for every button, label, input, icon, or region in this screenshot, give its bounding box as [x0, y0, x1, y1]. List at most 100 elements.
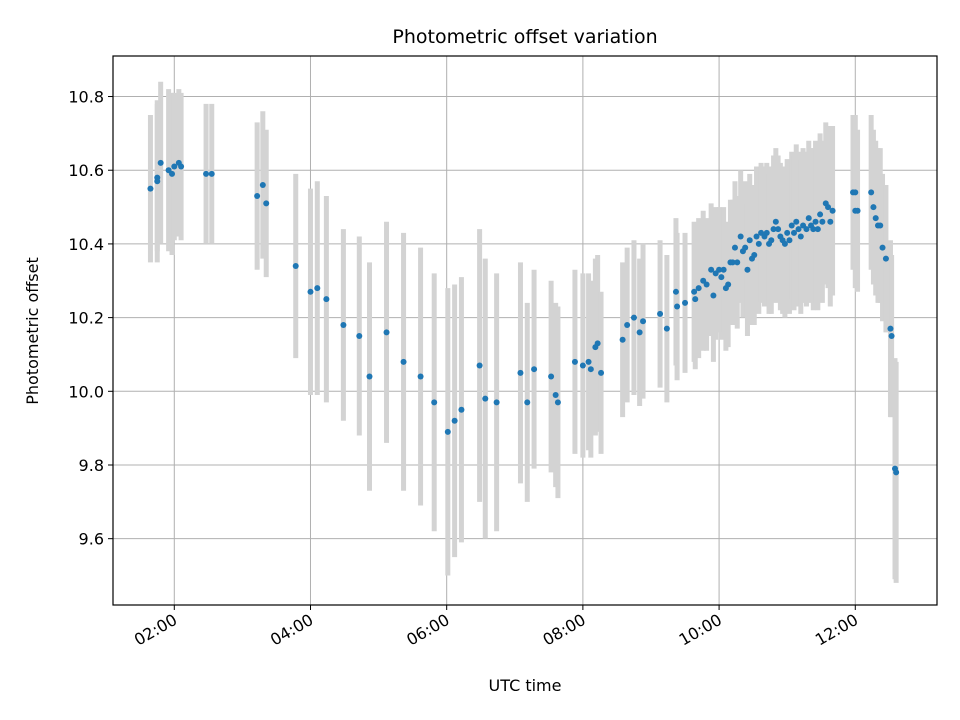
data-point — [587, 366, 594, 373]
data-point — [147, 185, 154, 192]
data-point — [827, 218, 834, 225]
y-tick-label: 9.8 — [79, 456, 104, 475]
data-point — [854, 207, 861, 214]
data-point — [753, 233, 760, 240]
data-point — [763, 229, 770, 236]
data-point — [788, 222, 795, 229]
data-point — [805, 215, 812, 222]
chart-title: Photometric offset variation — [392, 26, 657, 48]
data-point — [366, 373, 373, 380]
data-point — [383, 329, 390, 336]
data-point — [531, 366, 538, 373]
data-point — [154, 178, 161, 185]
data-point — [692, 296, 699, 303]
data-point — [742, 244, 749, 251]
data-point — [171, 163, 178, 170]
data-point — [737, 233, 744, 240]
data-point — [524, 399, 531, 406]
data-point — [263, 200, 270, 207]
data-point — [797, 233, 804, 240]
data-point — [775, 226, 782, 233]
data-point — [636, 329, 643, 336]
data-point — [691, 288, 698, 295]
data-point — [554, 399, 561, 406]
data-point — [314, 285, 321, 292]
data-point — [548, 373, 555, 380]
data-point — [579, 362, 586, 369]
y-axis-ticks: 9.6 9.8 10.0 10.2 10.4 10.6 10.8 — [68, 88, 113, 549]
data-point — [552, 391, 559, 398]
data-point — [340, 321, 347, 328]
data-point — [819, 218, 826, 225]
data-point — [731, 244, 738, 251]
data-point — [323, 296, 330, 303]
data-point — [178, 163, 185, 170]
data-point — [768, 237, 775, 244]
data-point — [755, 240, 762, 247]
data-point — [203, 170, 210, 177]
y-tick-label: 9.6 — [79, 530, 104, 549]
data-point — [157, 159, 164, 166]
data-point — [887, 325, 894, 332]
data-point — [716, 266, 723, 273]
data-point — [476, 362, 483, 369]
data-point — [852, 189, 859, 196]
data-point — [292, 263, 299, 270]
data-point — [795, 226, 802, 233]
data-point — [169, 170, 176, 177]
data-point — [772, 218, 779, 225]
data-point — [710, 292, 717, 299]
data-point — [400, 358, 407, 365]
data-point — [781, 240, 788, 247]
data-point — [793, 218, 800, 225]
data-point — [734, 259, 741, 266]
x-axis-label: UTC time — [489, 676, 562, 695]
data-point — [870, 204, 877, 211]
data-point — [259, 181, 266, 188]
data-point — [458, 406, 465, 413]
data-point — [663, 325, 670, 332]
data-point — [594, 340, 601, 347]
y-tick-label: 10.2 — [68, 309, 104, 328]
data-point — [672, 288, 679, 295]
data-point — [812, 218, 819, 225]
data-point — [829, 207, 836, 214]
data-point — [810, 226, 817, 233]
data-point — [814, 226, 821, 233]
data-point — [356, 333, 363, 340]
data-point — [868, 189, 875, 196]
data-point — [493, 399, 500, 406]
data-point — [770, 226, 777, 233]
data-point — [640, 318, 647, 325]
y-axis-label: Photometric offset — [23, 257, 42, 405]
data-point — [803, 226, 810, 233]
y-tick-label: 10.6 — [68, 161, 104, 180]
data-point — [657, 310, 664, 317]
data-point — [585, 358, 592, 365]
data-point — [872, 215, 879, 222]
data-point — [893, 469, 900, 476]
data-point — [598, 369, 605, 376]
data-point — [877, 222, 884, 229]
data-point — [720, 266, 727, 273]
y-tick-label: 10.0 — [68, 382, 104, 401]
plot-frame — [112, 55, 938, 606]
data-point — [825, 204, 832, 211]
data-point — [431, 399, 438, 406]
data-point — [254, 193, 261, 200]
data-point — [517, 369, 524, 376]
data-point — [417, 373, 424, 380]
data-point — [751, 251, 758, 258]
data-point — [784, 229, 791, 236]
point-layer — [147, 159, 900, 476]
data-point — [307, 288, 314, 295]
data-point — [718, 274, 725, 281]
data-point — [708, 266, 715, 273]
data-point — [619, 336, 626, 343]
data-point — [482, 395, 489, 402]
data-point — [630, 314, 637, 321]
data-point — [746, 237, 753, 244]
data-point — [879, 244, 886, 251]
data-point — [744, 266, 751, 273]
